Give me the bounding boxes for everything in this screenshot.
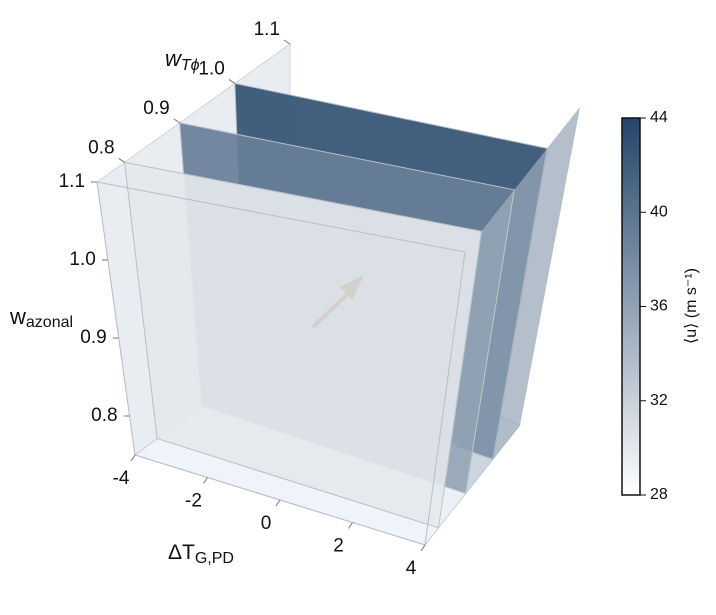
z-label-main: w: [9, 304, 26, 329]
z-tick-label: 1.1: [59, 171, 85, 192]
z-tick-label: 0.8: [91, 405, 117, 426]
x-tick: [348, 522, 353, 529]
x-tick: [203, 477, 208, 484]
z-axis-label: wazonal: [9, 304, 73, 331]
x-tick-label: 0: [261, 513, 272, 534]
depth-tick: [228, 79, 236, 84]
depth-label-main: w: [165, 46, 183, 71]
z-label-sub: azonal: [26, 314, 73, 331]
depth-axis-label: wTϕ: [165, 46, 200, 74]
plot-box: [96, 43, 580, 546]
colorbar-tick-label: 44: [650, 109, 668, 126]
depth-tick-label: 1.0: [198, 58, 224, 79]
slice: [123, 161, 482, 529]
x-axis-label: ΔTG,PD: [168, 541, 234, 568]
colorbar-tick-label: 32: [650, 392, 668, 409]
arrow: [311, 275, 364, 329]
depth-label-sub: Tϕ: [181, 57, 200, 74]
colorbar-label: ⟨u⟩ (m s⁻¹): [683, 268, 700, 344]
colorbar-tick-label: 28: [650, 486, 668, 503]
depth-tick-label: 1.1: [254, 19, 280, 40]
x-label-sub: G,PD: [195, 550, 234, 567]
depth-tick: [118, 157, 125, 163]
x-label-main: ΔT: [168, 541, 195, 564]
x-tick: [275, 499, 281, 507]
x-tick-label: -2: [185, 491, 202, 512]
x-tick: [130, 454, 136, 462]
depth-tick: [283, 39, 291, 45]
z-tick-label: 0.9: [80, 327, 106, 348]
x-tick-label: -4: [113, 468, 130, 489]
slice-side: [438, 107, 580, 528]
x-tick: [420, 544, 426, 552]
depth-tick-label: 0.8: [88, 137, 114, 158]
z-tick-label: 1.0: [69, 249, 95, 270]
x-tick-label: 2: [333, 536, 344, 557]
box-front-outline: [96, 181, 466, 546]
slice-side: [465, 107, 580, 494]
colorbar: [621, 117, 641, 496]
x-tick-label: 4: [406, 558, 417, 579]
colorbar-tick-label: 36: [650, 298, 668, 315]
slice-side: [492, 107, 580, 460]
depth-tick: [173, 118, 180, 124]
depth-tick-label: 0.9: [143, 98, 169, 119]
colorbar-tick-label: 40: [650, 203, 668, 220]
